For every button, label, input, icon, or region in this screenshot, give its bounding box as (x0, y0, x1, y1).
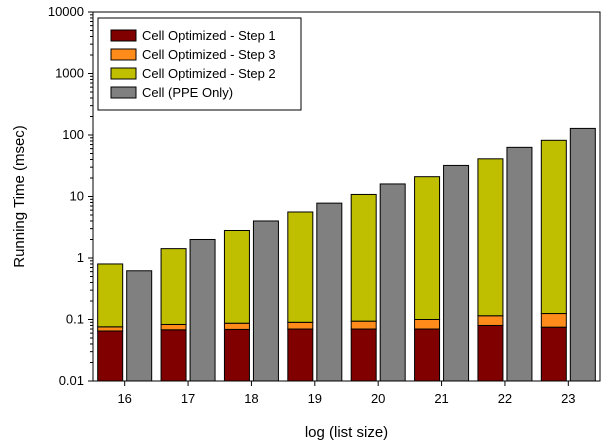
bar-cell-optimized-step-2-16 (97, 263, 124, 328)
bar-cell-optimized-step-2-18 (223, 229, 250, 324)
legend-label: Cell Optimized - Step 2 (142, 66, 276, 81)
bar-cell-optimized-step-3-17 (160, 323, 187, 331)
bar-cell-optimized-step-3-23 (540, 313, 567, 328)
y-tick-label: 1 (77, 250, 84, 265)
bar-cell-optimized-step-2-17 (160, 248, 187, 325)
y-tick-label: 1000 (55, 66, 84, 81)
x-axis: 16 17 18 19 20 21 22 23 (117, 381, 576, 406)
legend-swatch (110, 86, 137, 99)
bar-cell-ppe-only-17 (189, 238, 216, 382)
bar-cell-optimized-step-3-18 (223, 322, 250, 330)
y-axis-title: Running Time (msec) (11, 125, 28, 268)
x-tick-label: 19 (308, 391, 322, 406)
bar-cell-optimized-step-1-18 (223, 328, 250, 382)
bar-cell-optimized-step-1-20 (350, 328, 377, 382)
bar-cell-optimized-step-3-20 (350, 320, 377, 330)
legend-label: Cell Optimized - Step 3 (142, 47, 276, 62)
legend-label: Cell (PPE Only) (142, 85, 233, 100)
bar-cell-optimized-step-1-17 (160, 329, 187, 382)
y-axis: 0.01 0.1 1 10 100 1000 10000 (48, 4, 93, 388)
legend-swatch (110, 48, 137, 61)
bar-cell-optimized-step-2-23 (540, 139, 567, 315)
bar-cell-optimized-step-2-21 (414, 176, 441, 320)
y-tick-label: 0.01 (59, 373, 84, 388)
x-tick-label: 18 (244, 391, 258, 406)
x-tick-label: 23 (561, 391, 575, 406)
x-tick-label: 21 (434, 391, 448, 406)
bar-cell-optimized-step-3-22 (477, 315, 504, 326)
bar-cell-ppe-only-18 (252, 220, 279, 382)
bar-cell-ppe-only-22 (506, 146, 533, 382)
bar-cell-optimized-step-3-21 (414, 319, 441, 330)
bar-cell-optimized-step-3-19 (287, 321, 314, 330)
bar-cell-ppe-only-20 (379, 183, 406, 382)
bar-cell-optimized-step-1-19 (287, 328, 314, 382)
legend-swatch (110, 67, 137, 80)
bar-cell-optimized-step-2-19 (287, 211, 314, 323)
x-tick-label: 16 (117, 391, 131, 406)
y-tick-label: 0.1 (66, 312, 84, 327)
x-tick-label: 22 (498, 391, 512, 406)
legend-label: Cell Optimized - Step 1 (142, 28, 276, 43)
bar-cell-ppe-only-19 (316, 202, 343, 382)
bar-cell-optimized-step-1-22 (477, 324, 504, 382)
bar-cell-optimized-step-3-16 (97, 326, 124, 332)
x-tick-label: 17 (181, 391, 195, 406)
y-tick-label: 10 (70, 189, 84, 204)
legend: Cell Optimized - Step 1 Cell Optimized - … (97, 17, 302, 111)
bar-cell-ppe-only-23 (569, 127, 596, 382)
bar-cell-optimized-step-1-21 (414, 328, 441, 382)
x-tick-label: 20 (371, 391, 385, 406)
y-tick-label: 10000 (48, 4, 84, 19)
bar-cell-optimized-step-1-16 (97, 330, 124, 382)
bar-cell-ppe-only-21 (443, 164, 470, 382)
bars-layer (97, 127, 596, 382)
bar-cell-optimized-step-1-23 (540, 326, 567, 382)
bar-cell-optimized-step-2-22 (477, 158, 504, 317)
bar-cell-optimized-step-2-20 (350, 193, 377, 322)
x-axis-title: log (list size) (305, 424, 388, 441)
y-tick-label: 100 (62, 127, 84, 142)
bar-cell-ppe-only-16 (126, 270, 153, 382)
legend-swatch (110, 29, 137, 42)
